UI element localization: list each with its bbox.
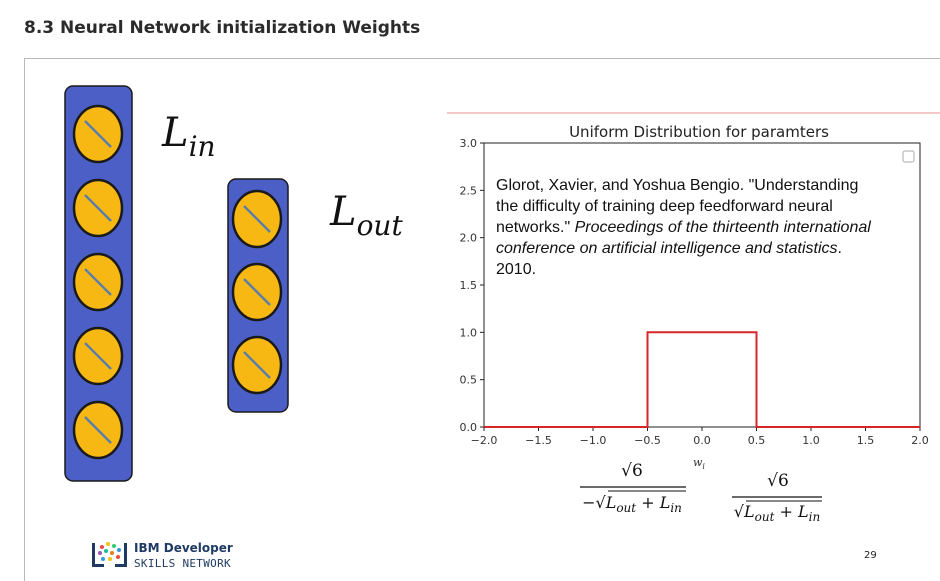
formula-upper-denominator: √Lout + Lin [734, 502, 820, 524]
citation-line-2: the difficulty of training deep feedforw… [496, 198, 833, 215]
uniform-distribution-chart: Uniform Distribution for paramters −2.0−… [460, 123, 929, 471]
brand-name: IBM Developer [134, 541, 233, 555]
y-tick-label: 1.0 [460, 326, 478, 339]
neuron-icon [72, 252, 124, 312]
y-tick-label: 0.5 [460, 374, 478, 387]
x-tick-label: −1.0 [580, 434, 607, 447]
y-tick-label: 2.5 [460, 184, 478, 197]
layer-in-neurons [72, 104, 124, 460]
chart-title: Uniform Distribution for paramters [569, 123, 829, 141]
citation-line-1: Glorot, Xavier, and Yoshua Bengio. "Unde… [496, 177, 858, 194]
x-tick-label: 1.5 [857, 434, 875, 447]
x-axis-label: wi [693, 456, 705, 471]
neuron-icon [72, 400, 124, 460]
layer-out-label: Lout [329, 189, 403, 242]
y-tick-label: 3.0 [460, 137, 478, 150]
page-title: 8.3 Neural Network initialization Weight… [24, 18, 421, 38]
neuron-icon [231, 335, 283, 395]
ibm-skills-network-logo-icon [92, 542, 127, 567]
formula-lower-bound: √6 −√Lout + Lin [580, 461, 686, 515]
legend-box [902, 150, 915, 163]
neuron-icon [231, 189, 283, 249]
x-tick-label: 0.5 [748, 434, 766, 447]
formula-upper-numerator: √6 [767, 471, 789, 491]
formula-lower-denominator: −√Lout + Lin [582, 493, 682, 515]
neuron-icon [231, 262, 283, 322]
y-axis-ticks: 0.0 0.5 1.0 1.5 2.0 2.5 3.0 [460, 137, 484, 434]
citation-line-4: conference on artificial intelligence an… [496, 240, 842, 257]
citation-line-5: 2010. [496, 261, 536, 278]
formula-upper-bound: √6 √Lout + Lin [732, 471, 822, 524]
y-tick-label: 2.0 [460, 232, 478, 245]
y-tick-label: 1.5 [460, 279, 478, 292]
x-axis-ticks: −2.0 −1.5 −1.0 −0.5 0.0 0.5 1.0 1.5 2.0 [471, 427, 929, 447]
x-tick-label: −2.0 [471, 434, 498, 447]
series-line-uniform [484, 331, 920, 428]
neuron-icon [72, 326, 124, 386]
brand-subtitle: SKILLS NETWORK [134, 557, 231, 570]
y-tick-label: 0.0 [460, 421, 478, 434]
formula-lower-numerator: √6 [621, 461, 643, 481]
page-number: 29 [864, 550, 877, 561]
x-tick-label: −1.5 [525, 434, 552, 447]
neuron-icon [72, 104, 124, 164]
layer-out-neurons [231, 189, 283, 395]
citation-line-3: networks." Proceedings of the thirteenth… [496, 219, 871, 236]
x-tick-label: 2.0 [911, 434, 929, 447]
x-tick-label: −0.5 [634, 434, 661, 447]
slide [24, 58, 940, 581]
citation: Glorot, Xavier, and Yoshua Bengio. "Unde… [496, 177, 871, 278]
neuron-icon [72, 178, 124, 238]
layer-in-label: Lin [161, 110, 216, 163]
x-tick-label: 0.0 [693, 434, 711, 447]
x-tick-label: 1.0 [802, 434, 820, 447]
